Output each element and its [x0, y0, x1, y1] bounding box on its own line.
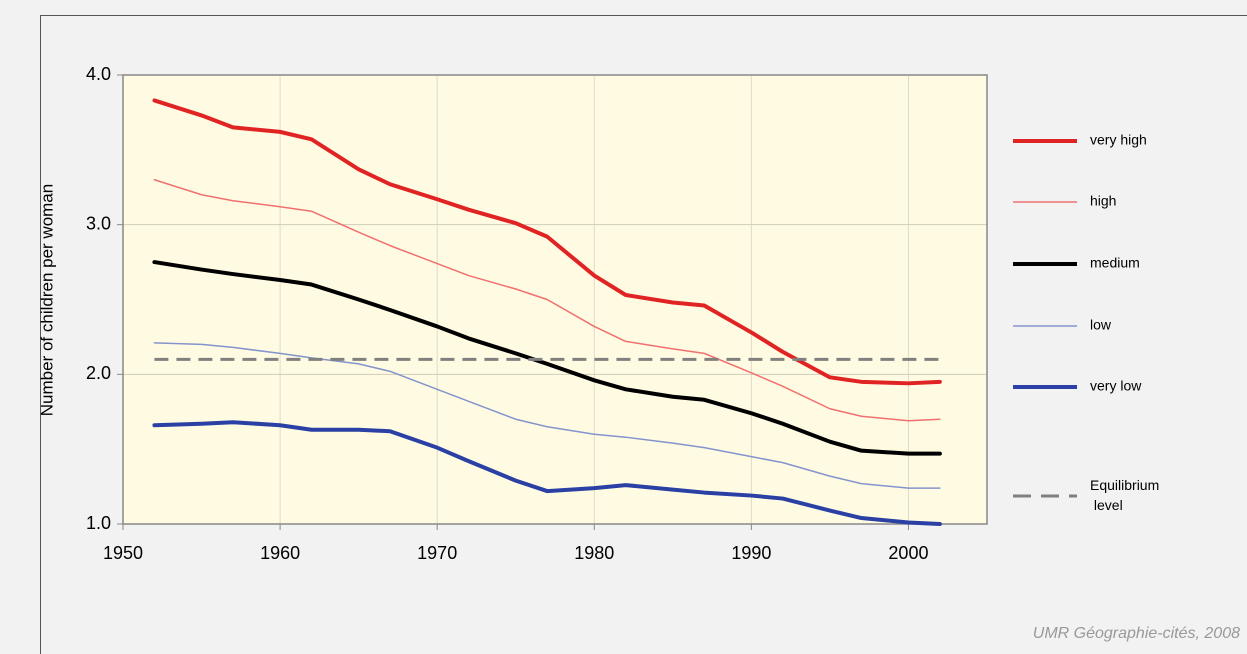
legend-label: very low [1090, 378, 1142, 394]
legend-label: Equilibrium level [1090, 477, 1159, 513]
y-axis-label: Number of children per woman [37, 184, 56, 416]
line-series [153, 342, 941, 489]
x-tick-label: 1990 [731, 543, 771, 563]
plot-area [123, 75, 987, 524]
x-tick-label: 1970 [417, 543, 457, 563]
line-series [152, 98, 942, 386]
line-series [152, 260, 942, 456]
y-tick-label: 1.0 [86, 513, 111, 533]
y-tick-label: 2.0 [86, 363, 111, 383]
plot-frame [122, 74, 988, 525]
legend-label: high [1090, 193, 1116, 209]
x-tick-label: 1950 [103, 543, 143, 563]
source: UMR Géographie-cités, 2008 [1033, 625, 1240, 642]
x-tick-label: 1960 [260, 543, 300, 563]
panel-border [40, 15, 1247, 654]
x-tick-label: 2000 [888, 543, 928, 563]
line-series [152, 420, 942, 526]
legend-label: low [1090, 317, 1112, 333]
line-series [153, 179, 941, 422]
legend-label: very high [1090, 132, 1147, 148]
y-tick-label: 4.0 [86, 64, 111, 84]
x-tick-label: 1980 [574, 543, 614, 563]
y-tick-label: 3.0 [86, 213, 111, 233]
legend-label: medium [1090, 255, 1140, 271]
